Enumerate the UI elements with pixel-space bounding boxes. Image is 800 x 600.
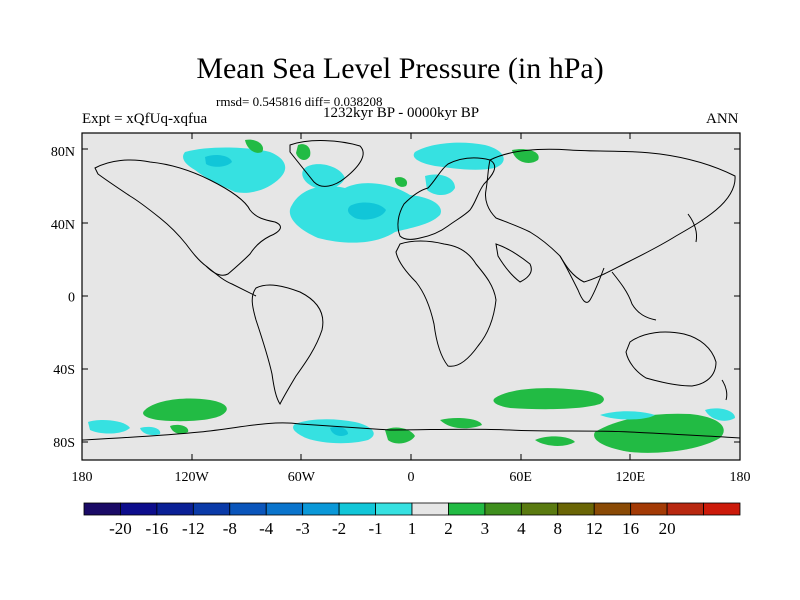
experiment-label: Expt = xQfUq-xqfua — [82, 111, 208, 127]
colorbar-label: -4 — [259, 519, 274, 538]
season-label: ANN — [706, 111, 739, 127]
x-tick-label: 180 — [72, 470, 93, 485]
colorbar-swatch — [302, 502, 340, 516]
coastline-arabia — [495, 243, 532, 283]
y-tick-label: 40S — [53, 363, 75, 378]
coastline-north-america — [94, 159, 281, 276]
coastline-southeast-asia — [611, 271, 657, 321]
anomaly-north-atlantic-core — [347, 202, 386, 220]
time-period-label: 1232kyr BP - 0000kyr BP — [323, 105, 480, 121]
colorbar-label: -2 — [332, 519, 346, 538]
anomaly-siberia-green — [512, 149, 539, 163]
coastline-central-america — [205, 265, 257, 297]
x-tick-label: 120W — [175, 470, 210, 485]
y-tick-label: 0 — [68, 291, 75, 306]
anomaly-canada-green — [245, 139, 264, 153]
chart-title: Mean Sea Level Pressure (in hPa) — [196, 52, 604, 85]
colorbar-label: -20 — [109, 519, 132, 538]
colorbar-label: -1 — [368, 519, 382, 538]
colorbar-label: -3 — [296, 519, 310, 538]
y-tick-labels: 80N 40N 0 40S 80S — [51, 145, 75, 451]
colorbar-swatch — [375, 502, 413, 516]
coastline-new-zealand — [721, 379, 728, 401]
anomaly-southern-ocean-atlantic — [493, 388, 604, 410]
x-tick-labels: 180 120W 60W 0 60E 120E 180 — [72, 470, 751, 485]
coastline-south-america — [251, 284, 324, 405]
colorbar-swatch — [338, 502, 376, 516]
colorbar-swatch — [666, 502, 704, 516]
anomaly-layer — [88, 139, 735, 453]
x-tick-label: 180 — [730, 470, 751, 485]
colorbar-label: 4 — [517, 519, 526, 538]
colorbar-swatch — [520, 502, 559, 516]
anomaly-east-antarctic-cyan — [600, 411, 655, 420]
colorbar-swatch — [156, 502, 194, 516]
anomaly-ross-ice-shelf — [705, 408, 735, 421]
anomaly-antarctic-coast-west — [170, 424, 189, 434]
x-tick-label: 0 — [408, 470, 415, 485]
colorbar-swatch — [484, 502, 522, 516]
colorbar-swatch — [265, 502, 304, 516]
anomaly-ural-green — [394, 177, 408, 187]
axis-ticks — [81, 133, 741, 460]
coastlines — [82, 140, 740, 441]
colorbar-swatch — [630, 502, 668, 516]
anomaly-amundsen-sea — [140, 426, 161, 436]
anomaly-barents-sea — [413, 142, 504, 170]
anomaly-baffin-green — [296, 144, 311, 160]
coastline-asia — [485, 148, 736, 283]
anomaly-scandinavia-extension — [425, 174, 455, 196]
anomaly-southern-pacific — [143, 398, 227, 422]
coastline-africa — [395, 240, 497, 367]
colorbar-label: 3 — [481, 519, 490, 538]
coastline-japan — [687, 213, 697, 243]
colorbar-swatch — [557, 502, 595, 516]
coastline-europe — [397, 157, 496, 240]
rmsd-diff-stats: rmsd= 0.545816 diff= 0.038208 — [216, 94, 383, 109]
colorbar-label: -12 — [182, 519, 205, 538]
x-tick-label: 60W — [288, 470, 316, 485]
anomaly-antarctic-coast-center — [385, 427, 415, 444]
anomaly-antarctic-coast-east — [535, 436, 575, 446]
colorbar-label: 16 — [622, 519, 639, 538]
colorbar-swatch — [448, 502, 486, 516]
colorbar-label: 1 — [408, 519, 417, 538]
colorbar-label: 20 — [659, 519, 676, 538]
colorbar-label: -16 — [146, 519, 169, 538]
anomaly-canadian-arctic-core — [205, 154, 232, 167]
y-tick-label: 80S — [53, 436, 75, 451]
colorbar-label: 2 — [444, 519, 453, 538]
x-tick-label: 60E — [509, 470, 532, 485]
colorbar-swatch — [192, 502, 231, 516]
anomaly-weddell-core — [330, 426, 348, 436]
anomaly-antarctic-strip — [440, 417, 482, 429]
colorbar-label: 8 — [554, 519, 563, 538]
colorbar-swatch — [411, 502, 449, 516]
colorbar-label: -8 — [223, 519, 237, 538]
anomaly-ross-sea — [88, 420, 130, 434]
coastline-antarctica — [82, 422, 740, 441]
colorbar-swatch — [593, 502, 632, 516]
x-tick-label: 120E — [616, 470, 646, 485]
colorbar-swatch — [83, 502, 121, 516]
y-tick-label: 40N — [51, 218, 75, 233]
colorbar-swatch — [120, 502, 158, 516]
colorbar-label: 12 — [586, 519, 603, 538]
colorbar-swatch — [703, 502, 741, 516]
colorbar-swatch — [229, 502, 267, 516]
anomaly-north-atlantic-tail — [302, 164, 345, 190]
colorbar: -20 -16 -12 -8 -4 -3 -2 -1 1 2 3 4 8 12 16 20 — [83, 502, 741, 538]
coastline-india — [559, 255, 605, 303]
y-tick-label: 80N — [51, 145, 75, 160]
coastline-greenland — [289, 140, 364, 187]
coastline-australia — [625, 331, 717, 387]
